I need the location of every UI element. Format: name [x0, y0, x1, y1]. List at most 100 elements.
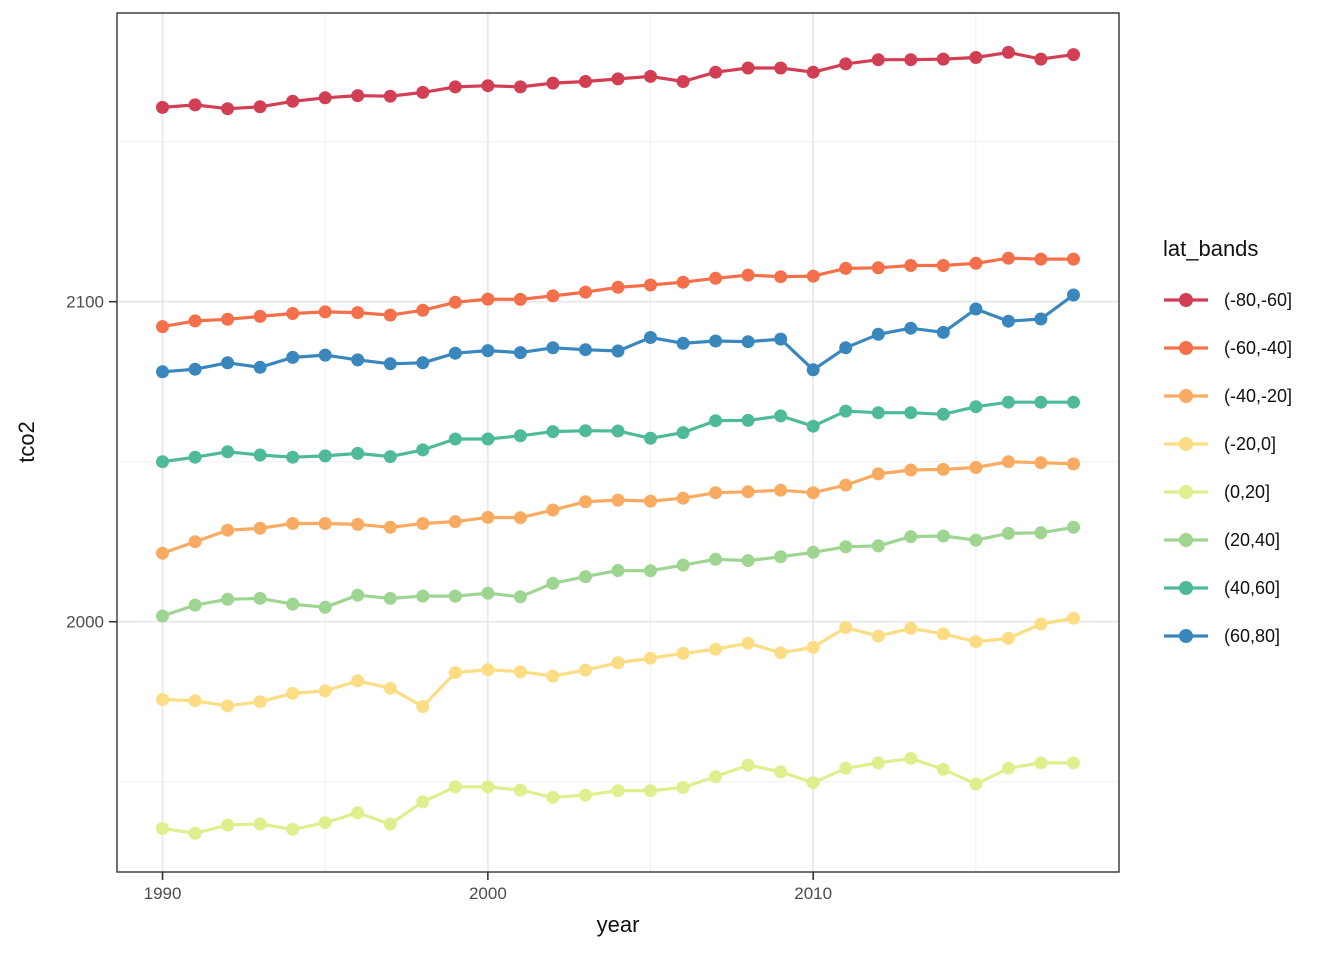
data-point — [936, 259, 950, 272]
data-point — [286, 517, 300, 530]
data-point — [481, 344, 495, 358]
data-point — [383, 308, 397, 322]
data-point — [904, 53, 918, 67]
data-point — [253, 521, 267, 535]
legend-item: (40,60] — [1163, 564, 1343, 612]
data-point — [709, 414, 723, 428]
data-point — [839, 57, 853, 71]
data-point — [253, 100, 267, 114]
data-point — [936, 762, 950, 776]
data-point — [156, 822, 169, 835]
data-point — [806, 65, 820, 79]
legend-key-icon — [1164, 341, 1208, 355]
data-point — [1067, 395, 1080, 409]
data-point — [1067, 520, 1080, 534]
y-axis-title: tco2 — [14, 421, 39, 463]
legend-key-point — [1179, 629, 1193, 643]
data-point — [188, 450, 202, 464]
data-point — [318, 517, 332, 530]
data-point — [546, 425, 560, 439]
data-point — [676, 75, 690, 88]
data-point — [383, 450, 397, 464]
y-tick-label: 2100 — [66, 293, 104, 312]
data-point — [481, 432, 495, 446]
data-point — [253, 695, 267, 709]
legend-key-icon — [1164, 629, 1208, 643]
data-point — [774, 550, 788, 564]
data-point — [611, 564, 625, 577]
data-point — [904, 321, 918, 335]
data-point — [871, 53, 885, 67]
legend-key-point — [1179, 581, 1193, 595]
data-point — [1034, 617, 1048, 631]
data-point — [644, 564, 657, 578]
legend-key-icon — [1164, 389, 1208, 403]
data-point — [936, 627, 950, 641]
legend-key-point — [1179, 389, 1193, 403]
data-point — [221, 818, 235, 832]
data-point — [1001, 526, 1015, 540]
data-point — [969, 533, 983, 547]
data-point — [839, 261, 853, 275]
data-point — [513, 783, 527, 797]
data-point — [318, 600, 332, 614]
data-point — [318, 305, 332, 319]
data-point — [579, 424, 592, 438]
data-point — [839, 478, 853, 492]
data-point — [741, 335, 755, 349]
data-point — [188, 598, 202, 612]
data-point — [513, 80, 527, 94]
data-point — [579, 343, 592, 357]
data-point — [709, 271, 723, 285]
data-point — [1067, 611, 1080, 625]
data-point — [676, 558, 690, 572]
data-point — [156, 320, 169, 334]
data-point — [1001, 314, 1015, 328]
data-point — [481, 780, 495, 794]
data-point — [416, 517, 430, 530]
data-point — [806, 486, 820, 500]
data-point — [709, 486, 723, 500]
data-point — [1067, 252, 1080, 266]
data-point — [318, 91, 332, 105]
data-point — [188, 362, 202, 376]
legend-key-point — [1179, 293, 1193, 307]
data-point — [611, 72, 625, 86]
legend-item-label: (60,80] — [1224, 625, 1281, 646]
data-point — [221, 699, 235, 713]
data-point — [481, 79, 495, 93]
data-point — [871, 467, 885, 481]
data-point — [253, 360, 267, 374]
data-point — [513, 590, 527, 604]
data-point — [286, 686, 300, 700]
data-point — [481, 292, 495, 306]
data-point — [383, 681, 397, 695]
data-point — [936, 52, 950, 66]
data-point — [513, 665, 527, 679]
data-point — [1034, 756, 1048, 770]
data-point — [383, 89, 397, 103]
data-point — [221, 523, 235, 537]
data-point — [318, 348, 332, 362]
x-tick-label: 1990 — [144, 884, 182, 903]
legend-key-point — [1179, 485, 1193, 499]
data-point — [286, 94, 300, 108]
data-point — [448, 346, 462, 360]
data-point — [611, 656, 625, 670]
data-point — [611, 493, 625, 507]
data-point — [806, 545, 820, 559]
legend-items: (-80,-60] (-60,-40] (-40,-20] (-20,0] (0,20]… — [1163, 276, 1343, 660]
data-point — [904, 259, 918, 272]
data-point — [774, 409, 788, 423]
legend-title: lat_bands — [1163, 236, 1259, 261]
plot-panel — [117, 13, 1119, 872]
data-point — [448, 295, 462, 309]
data-point — [546, 341, 560, 355]
data-point — [416, 443, 430, 457]
data-point — [383, 817, 397, 831]
data-point — [448, 515, 462, 529]
data-point — [1067, 48, 1080, 62]
data-point — [286, 597, 300, 611]
